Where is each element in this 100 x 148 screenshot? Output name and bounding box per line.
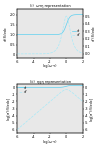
σ' <box>69 85 70 86</box>
σ' <box>17 34 18 36</box>
σ'' <box>46 104 47 106</box>
σ' <box>62 86 63 88</box>
σ'' <box>68 21 69 22</box>
σ' <box>68 19 69 20</box>
σ'' <box>17 129 18 130</box>
σ' <box>82 14 83 15</box>
Line: σ': σ' <box>17 85 83 87</box>
σ'' <box>17 53 18 55</box>
Legend: σ', σ'': σ', σ'' <box>72 29 81 37</box>
X-axis label: log(ω·τ): log(ω·τ) <box>43 140 57 144</box>
Title: (i)  ωτη representation: (i) ωτη representation <box>30 4 70 8</box>
σ'' <box>43 53 44 55</box>
Y-axis label: log[σ'(f)/σdc]: log[σ'(f)/σdc] <box>6 97 10 120</box>
σ' <box>17 87 18 88</box>
σ' <box>23 87 24 88</box>
Y-axis label: σ''(f)/σdc: σ''(f)/σdc <box>92 25 96 41</box>
σ'' <box>62 32 63 33</box>
X-axis label: log(ω·τ): log(ω·τ) <box>43 64 57 68</box>
σ'' <box>66 89 67 90</box>
σ'' <box>69 27 70 28</box>
Line: σ'': σ'' <box>17 16 83 54</box>
Legend: σ', σ'': σ', σ'' <box>19 86 28 94</box>
σ' <box>43 87 44 88</box>
σ' <box>46 87 47 88</box>
Y-axis label: σ'(f)/σdc: σ'(f)/σdc <box>4 26 8 41</box>
Title: (ii)  ηgη representation: (ii) ηgη representation <box>30 80 70 84</box>
σ'' <box>66 15 67 17</box>
σ'' <box>23 123 24 125</box>
σ' <box>43 34 44 36</box>
σ'' <box>69 90 70 92</box>
σ' <box>82 85 83 86</box>
σ' <box>23 34 24 36</box>
Line: σ': σ' <box>17 15 83 35</box>
σ' <box>68 85 69 87</box>
σ' <box>46 34 47 36</box>
σ'' <box>82 52 83 54</box>
σ'' <box>62 90 63 92</box>
σ'' <box>68 89 69 91</box>
Y-axis label: log[σ''(f)/σdc]: log[σ''(f)/σdc] <box>90 96 94 121</box>
σ' <box>62 32 63 34</box>
σ' <box>69 17 70 18</box>
σ'' <box>43 106 44 108</box>
Line: σ'': σ'' <box>17 90 83 130</box>
σ'' <box>46 53 47 54</box>
σ'' <box>23 53 24 55</box>
σ'' <box>82 101 83 102</box>
